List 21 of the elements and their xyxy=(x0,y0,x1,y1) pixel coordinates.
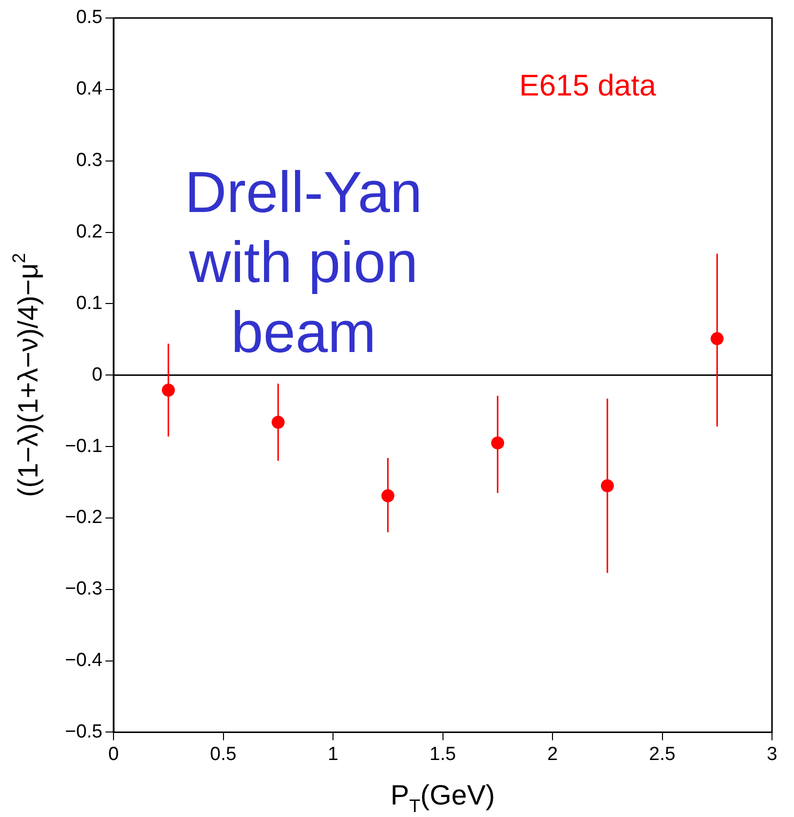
y-tick-label: 0.5 xyxy=(76,7,103,28)
x-tick-label: 1.5 xyxy=(430,744,456,765)
x-tick-label: 1 xyxy=(328,744,338,765)
x-tick-label: 2 xyxy=(547,744,558,765)
y-tick-label: 0.1 xyxy=(76,292,103,314)
y-axis-title: ((1−λ)(1+λ−ν)/4)−μ2 xyxy=(9,253,44,498)
y-tick-label: −0.3 xyxy=(64,578,103,600)
y-tick-label: 0.3 xyxy=(76,150,103,172)
annotation: Drell-Yan with pion beam xyxy=(184,160,422,365)
y-tick-label: −0.5 xyxy=(64,721,103,742)
y-tick-label: 0.4 xyxy=(76,78,103,100)
annotation: E615 data xyxy=(519,70,656,103)
x-tick-label: 3 xyxy=(766,744,778,765)
y-tick-label: −0.1 xyxy=(64,436,103,457)
y-tick-label: 0.2 xyxy=(76,221,103,242)
y-tick-label: 0 xyxy=(92,364,103,386)
x-tick-label: 0.5 xyxy=(210,744,236,765)
x-tick-label: 0 xyxy=(108,744,119,765)
x-tick-label: 2.5 xyxy=(649,744,676,765)
y-tick-label: −0.4 xyxy=(64,650,103,672)
y-tick-label: −0.2 xyxy=(64,507,103,528)
